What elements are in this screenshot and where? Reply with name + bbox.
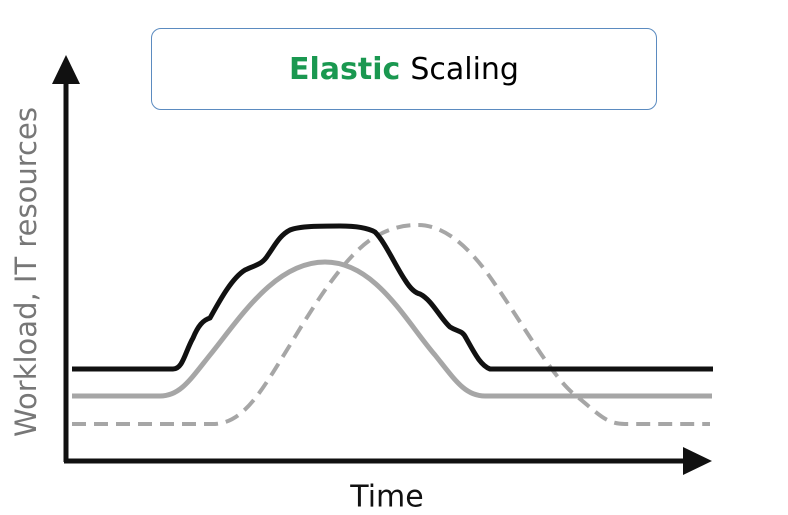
- title-accent: Elastic: [289, 51, 401, 87]
- title-rest: Scaling: [410, 51, 519, 87]
- resources-curve: [72, 223, 713, 372]
- workload-curve: [72, 259, 712, 399]
- title-box: Elastic Scaling: [151, 28, 657, 110]
- x-axis-arrow: [683, 447, 712, 475]
- y-axis-arrow: [52, 55, 80, 84]
- x-axis-label: Time: [350, 479, 424, 515]
- y-axis-label: Workload, IT resources: [9, 107, 43, 437]
- dashed-curve: [72, 222, 710, 426]
